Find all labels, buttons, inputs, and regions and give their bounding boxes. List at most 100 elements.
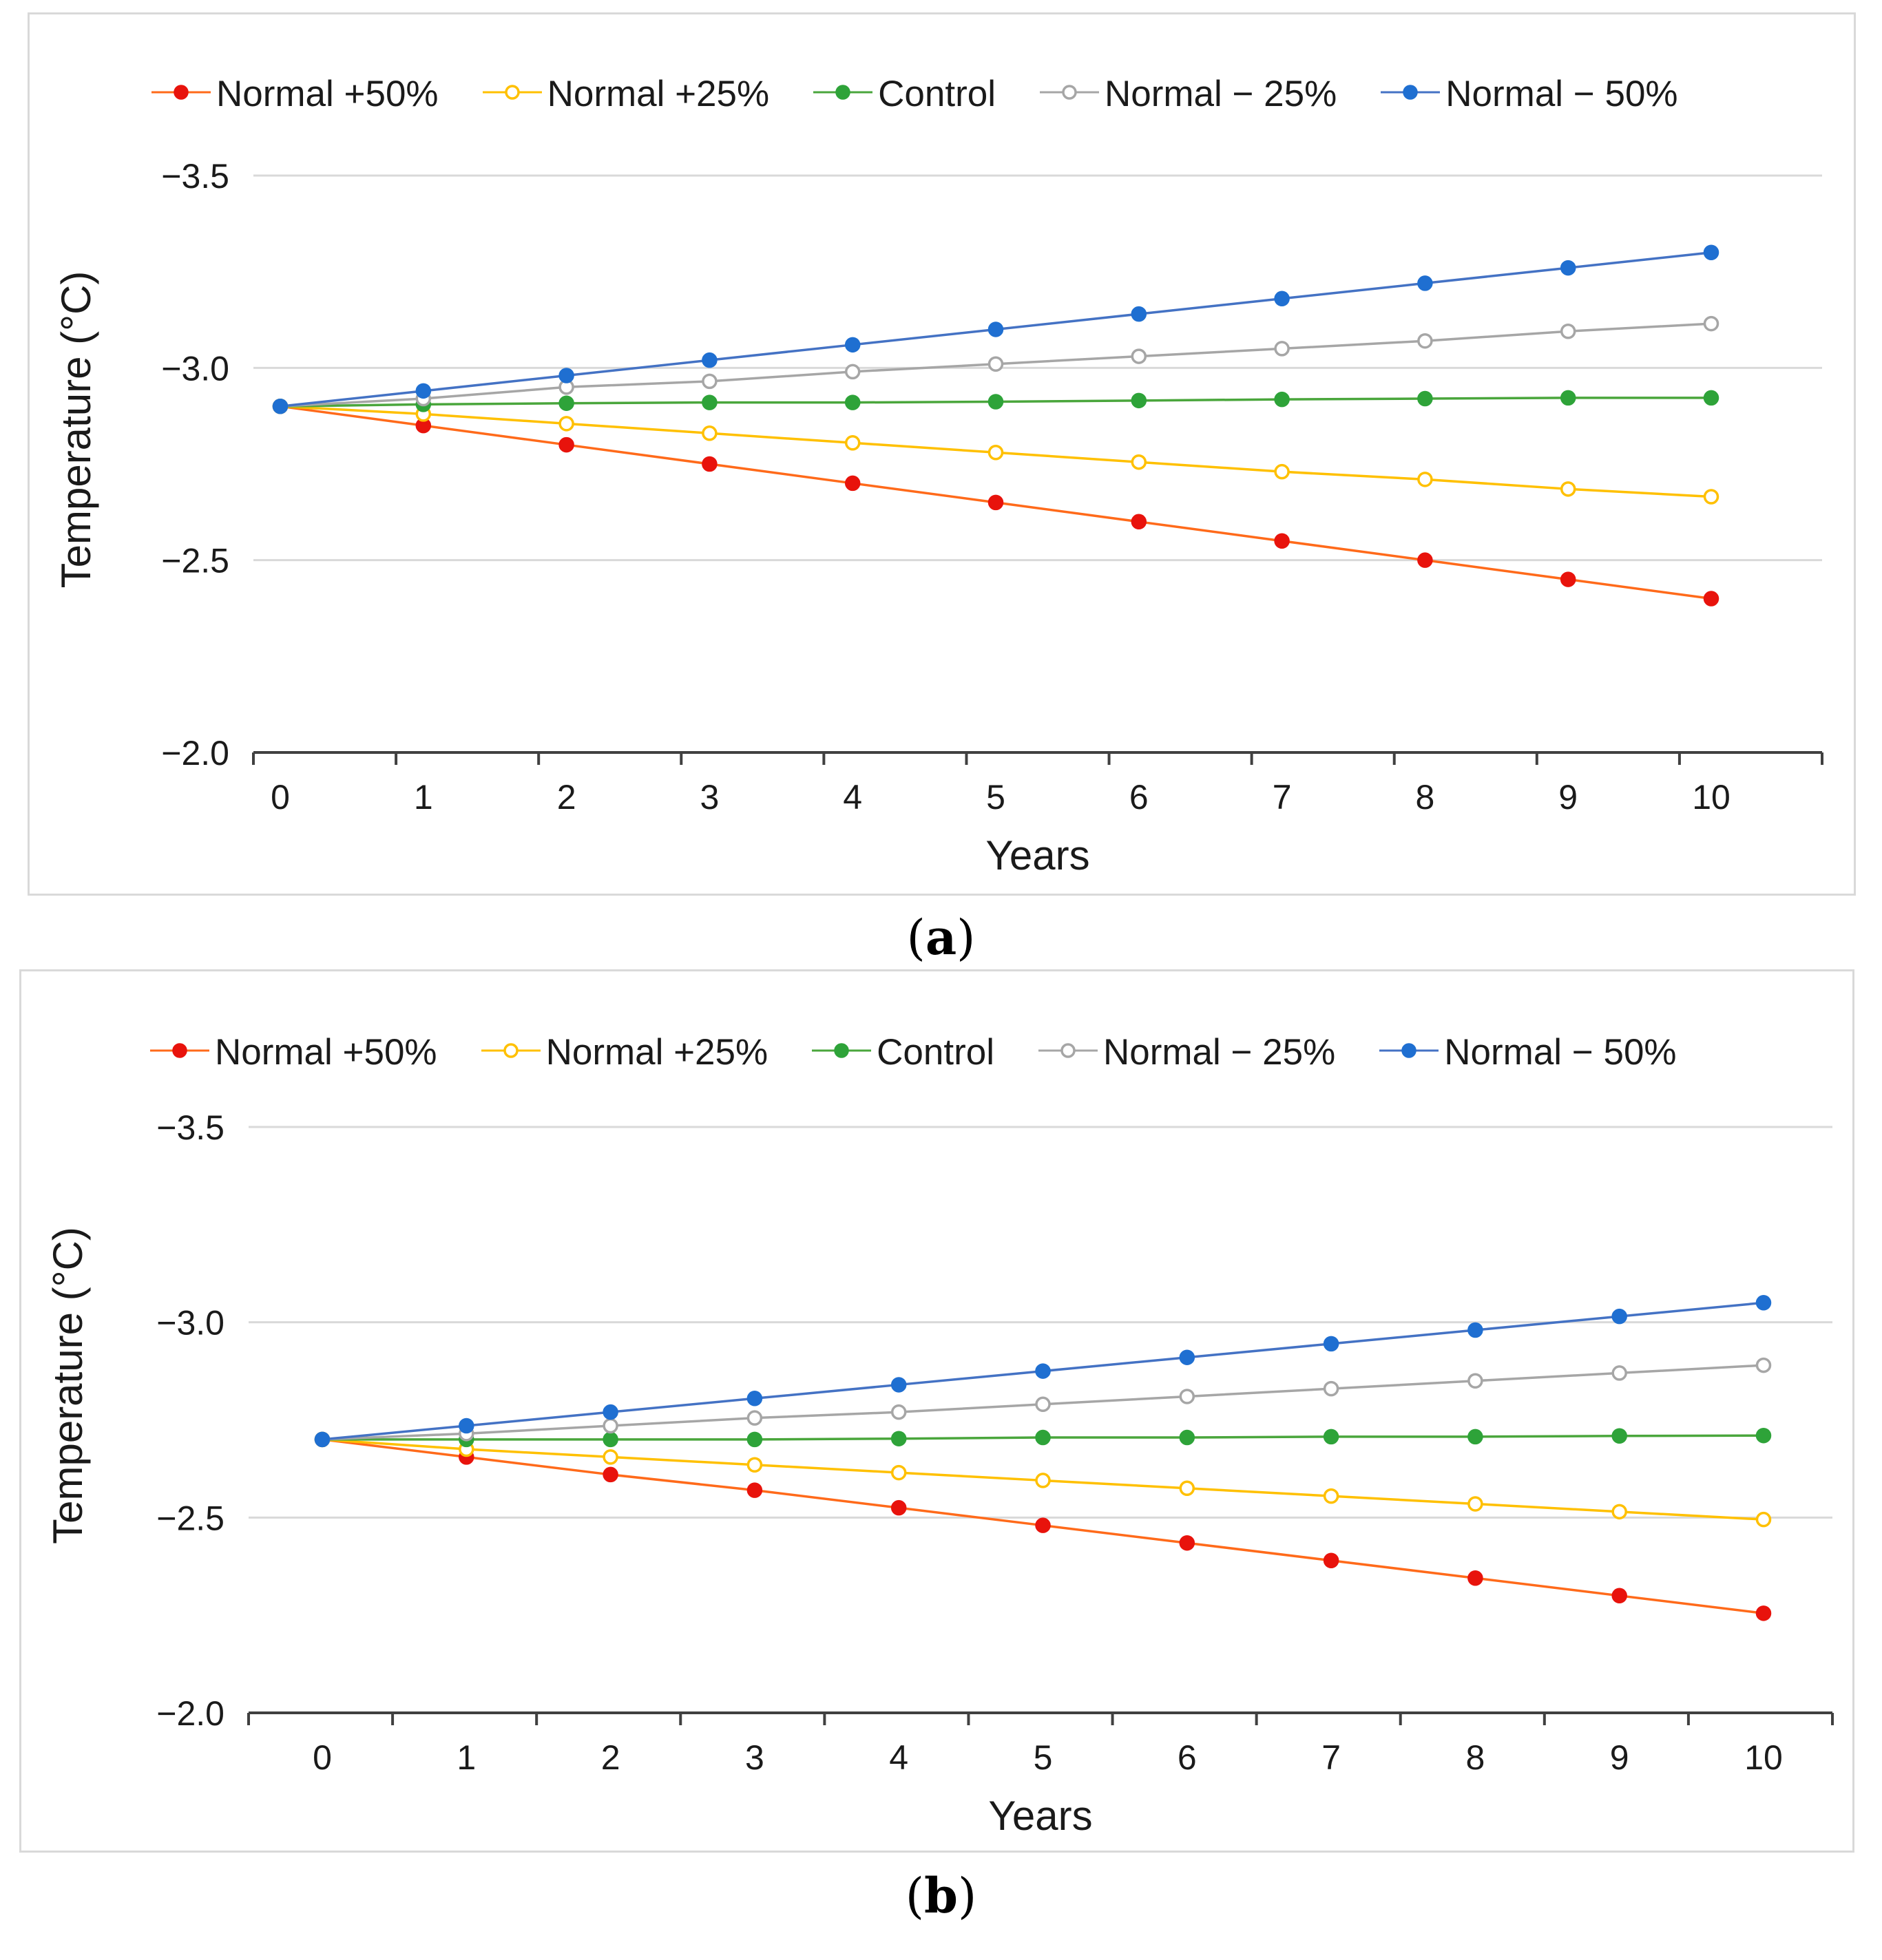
data-point (1703, 244, 1719, 260)
data-point (844, 337, 861, 353)
data-point (1703, 315, 1719, 332)
x-tick-label: 4 (889, 1738, 908, 1777)
y-axis-title: Temperature (°C) (45, 1227, 91, 1544)
legend-marker (172, 1043, 187, 1058)
data-point (1131, 392, 1147, 409)
data-point (1131, 306, 1147, 322)
y-tick-label: −3.0 (161, 349, 229, 388)
data-point (987, 322, 1004, 337)
legend-marker (834, 1043, 849, 1058)
data-point (1035, 1363, 1051, 1379)
legend-item: Normal − 50% (1378, 1031, 1677, 1073)
y-tick-label: −2.5 (156, 1499, 224, 1537)
x-tick-label: 7 (1321, 1738, 1341, 1777)
data-point (844, 394, 861, 410)
legend-marker-icon (1378, 1040, 1440, 1064)
x-axis-title: Years (985, 832, 1089, 878)
legend-swatch (482, 85, 542, 100)
data-point (746, 1482, 763, 1498)
x-tick-label: 8 (1465, 1738, 1485, 1777)
legend-label: Normal − 50% (1444, 1032, 1677, 1073)
data-point (702, 373, 718, 390)
y-tick-label: −2.0 (156, 1694, 224, 1733)
legend-marker (1060, 1043, 1076, 1058)
data-point (603, 1466, 618, 1483)
x-tick-label: 2 (557, 778, 576, 816)
data-point (890, 1404, 907, 1420)
data-point (890, 1499, 907, 1516)
data-point (1417, 552, 1433, 568)
x-tick-label: 4 (843, 778, 862, 816)
legend-item: Control (811, 1031, 994, 1073)
legend-label: Normal − 25% (1104, 74, 1337, 114)
data-point (746, 1410, 763, 1426)
data-point (314, 1431, 331, 1448)
legend-item: Normal +25% (481, 73, 770, 115)
legend-marker-icon (1037, 1040, 1099, 1064)
data-point (1131, 454, 1147, 470)
legend-marker-icon (150, 82, 212, 106)
data-point (1755, 1605, 1772, 1621)
legend-label: Normal +50% (215, 1032, 437, 1073)
data-point (1467, 1570, 1483, 1586)
data-point (1467, 1373, 1483, 1389)
line-chart-a: −3.5 −3.0 −2.5 −2.0 0 1 2 3 4 5 6 7 8 9 10 Years Tempera… (53, 157, 1823, 878)
data-point (844, 475, 861, 492)
x-tick-label: 3 (745, 1738, 764, 1777)
x-tick-label: 7 (1273, 778, 1292, 816)
data-point (987, 356, 1004, 372)
data-point (890, 1431, 907, 1446)
x-tick-label: 1 (414, 778, 433, 816)
data-point (1467, 1496, 1483, 1512)
data-point (1467, 1429, 1483, 1445)
legend-marker (1062, 85, 1077, 100)
data-point (603, 1404, 618, 1420)
chart-panel-b: Normal +50% Normal +25% Control Normal −… (19, 969, 1854, 1853)
data-point (1560, 324, 1576, 339)
data-point (844, 435, 861, 451)
x-tick-label: 8 (1415, 778, 1434, 816)
data-point (1035, 1473, 1051, 1488)
data-point (1755, 1511, 1772, 1528)
data-point (1179, 1389, 1195, 1404)
data-point (1274, 391, 1290, 408)
data-point (1417, 390, 1433, 407)
legend-item: Normal +25% (480, 1031, 769, 1073)
data-point (603, 1418, 618, 1434)
data-point (1035, 1517, 1051, 1533)
y-tick-label: −3.5 (156, 1108, 224, 1147)
data-point (702, 456, 718, 472)
data-point (1035, 1429, 1051, 1446)
legend-marker (1403, 85, 1419, 100)
x-tick-label: 6 (1129, 778, 1149, 816)
data-point (702, 425, 718, 441)
data-point (1179, 1429, 1195, 1446)
data-point (558, 436, 574, 453)
caption-b: (b) (905, 1867, 977, 1924)
data-point (558, 368, 574, 383)
x-tick-label: 6 (1178, 1738, 1197, 1777)
data-point (1417, 472, 1433, 487)
legend-label: Control (878, 74, 996, 114)
data-point (1274, 533, 1290, 549)
data-point (987, 394, 1004, 410)
x-tick-label: 3 (700, 778, 719, 816)
legend-label: Normal +25% (547, 74, 770, 114)
y-tick-label: −3.5 (161, 157, 229, 196)
x-tick-label: 0 (313, 1738, 332, 1777)
data-point (1611, 1588, 1627, 1604)
data-point (1560, 571, 1576, 587)
y-tick-label: −2.0 (161, 734, 229, 772)
legend-marker-icon (811, 1040, 872, 1064)
data-point (987, 444, 1004, 461)
legend-swatch (150, 1043, 209, 1058)
legend: Normal +50% Normal +25% Control Normal −… (150, 73, 1721, 115)
data-point (1274, 291, 1290, 307)
legend-item: Control (812, 73, 996, 115)
data-point (1274, 463, 1290, 480)
data-point (1274, 341, 1290, 357)
legend-label: Normal +25% (545, 1032, 769, 1073)
legend-item: Normal − 25% (1037, 1031, 1335, 1073)
legend-swatch (812, 1043, 872, 1058)
data-point (603, 1431, 618, 1448)
